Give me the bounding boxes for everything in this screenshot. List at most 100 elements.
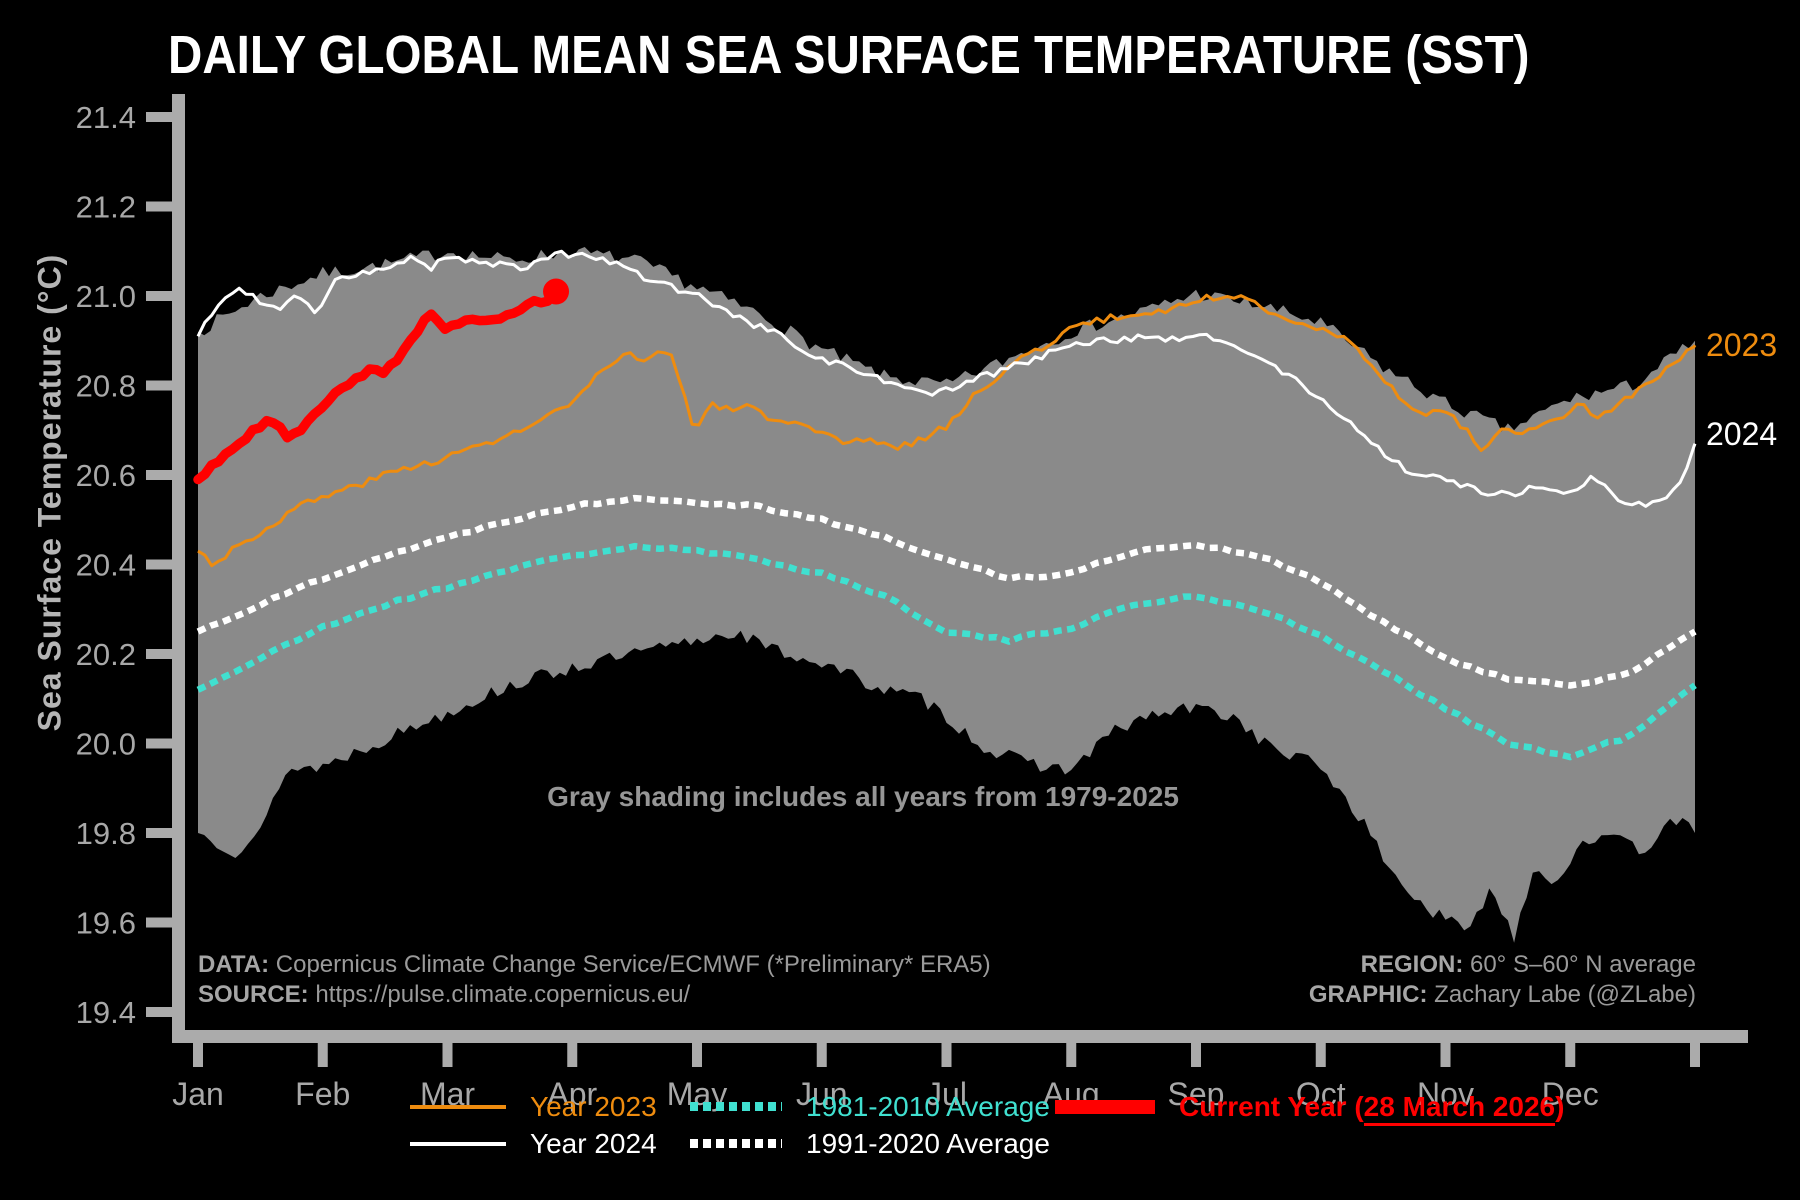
- y-tick: [146, 470, 173, 480]
- y-tick-label: 21.0: [76, 279, 136, 314]
- x-tick: [442, 1043, 453, 1067]
- month-label: Jun: [796, 1076, 848, 1112]
- y-tick: [146, 1007, 173, 1017]
- legend-label-current-year: Current Year (28 March 2026): [1179, 1090, 1565, 1126]
- y-tick-label: 19.6: [76, 906, 136, 941]
- data-label: DATA:: [198, 951, 270, 978]
- source-value: https://pulse.climate.copernicus.eu/: [315, 981, 691, 1008]
- y-tick-label: 19.8: [76, 816, 136, 851]
- legend-swatch-1981-2010: [690, 1102, 782, 1111]
- month-labels: Jan Feb Mar Apr May Jun Jul Aug Sep Oct Nov Dec: [172, 1076, 1599, 1112]
- legend-item-1991-2020: 1991-2020 Average: [690, 1125, 1050, 1162]
- legend-label-1991-2020: 1991-2020 Average: [806, 1127, 1050, 1159]
- month-label: Apr: [547, 1076, 597, 1112]
- month-label: Jan: [172, 1076, 224, 1112]
- source-label: SOURCE:: [198, 981, 309, 1008]
- y-tick: [146, 559, 173, 570]
- credits-region-graphic: REGION: 60° S–60° N average GRAPHIC: Zac…: [1000, 950, 1696, 1010]
- credit-region-line: REGION: 60° S–60° N average: [1000, 950, 1696, 980]
- y-tick: [146, 201, 173, 212]
- y-tick-label: 20.2: [76, 637, 136, 672]
- legend-item-current-year: Current Year (28 March 2026): [1055, 1088, 1565, 1126]
- y-tick-label: 20.0: [76, 727, 136, 762]
- month-label: Sep: [1168, 1076, 1225, 1112]
- graphic-label: GRAPHIC:: [1308, 981, 1428, 1008]
- x-axis: [172, 1030, 1748, 1067]
- x-tick: [1565, 1043, 1576, 1067]
- y-tick-labels: 21.4 21.2 21.0 20.8 20.6 20.4 20.2 20.0 19.8 19.6…: [76, 100, 136, 1030]
- edge-label-2023: 2023: [1706, 327, 1777, 363]
- legend-label-2023: Year 2023: [530, 1090, 657, 1122]
- line-1991-2020-avg: [196, 494, 1697, 689]
- x-tick: [193, 1043, 203, 1067]
- avg-1981-2010-path: [196, 542, 1697, 761]
- page-title: DAILY GLOBAL MEAN SEA SURFACE TEMPERATUR…: [168, 25, 1530, 85]
- month-label: Oct: [1296, 1076, 1346, 1112]
- y-tick-label: 19.4: [76, 995, 136, 1030]
- line-2023: [197, 293, 1697, 568]
- y-tick: [146, 112, 173, 122]
- legend-swatch-2024: [410, 1141, 506, 1146]
- y-tick: [146, 828, 173, 838]
- credits-data-source: DATA: Copernicus Climate Change Service/…: [198, 950, 991, 1010]
- current-year-end-dot: [543, 278, 570, 305]
- edge-label-2024: 2024: [1706, 416, 1777, 452]
- legend-label-2024: Year 2024: [530, 1127, 657, 1159]
- current-year-prefix: Current Year (: [1179, 1090, 1364, 1122]
- data-value: Copernicus Climate Change Service/ECMWF …: [275, 951, 991, 978]
- line-current-year: [193, 286, 561, 485]
- x-tick: [1315, 1043, 1326, 1067]
- x-tick: [567, 1043, 578, 1067]
- legend-averages: 1981-2010 Average 1991-2020 Average: [690, 1088, 1050, 1162]
- legend-item-2023: Year 2023: [410, 1088, 657, 1125]
- x-tick: [1690, 1043, 1700, 1067]
- y-tick-label: 21.2: [76, 190, 136, 225]
- x-tick: [941, 1043, 952, 1067]
- avg-1991-2020-path: [196, 494, 1697, 689]
- y-tick: [146, 917, 173, 928]
- legend-item-1981-2010: 1981-2010 Average: [690, 1088, 1050, 1125]
- current-point-dot: [543, 278, 570, 305]
- y-tick-label: 20.6: [76, 458, 136, 493]
- legend-swatch-1991-2020: [690, 1139, 782, 1148]
- y-axis: [146, 94, 185, 1034]
- y-axis-spine: [172, 94, 185, 1034]
- region-value: 60° S–60° N average: [1469, 951, 1696, 978]
- y-tick-label: 20.8: [76, 369, 136, 404]
- credit-source-line: SOURCE: https://pulse.climate.copernicus…: [198, 980, 991, 1010]
- month-label: Dec: [1542, 1076, 1599, 1112]
- y-axis-label: Sea Surface Temperature (°C): [31, 253, 68, 732]
- current-year-date: 28 March 2026: [1363, 1090, 1556, 1126]
- x-tick: [816, 1043, 827, 1067]
- x-tick: [1191, 1043, 1201, 1067]
- legend-current-year: Current Year (28 March 2026): [1055, 1088, 1565, 1126]
- region-label: REGION:: [1360, 951, 1464, 978]
- month-label: Nov: [1417, 1076, 1474, 1112]
- legend-years: Year 2023 Year 2024: [410, 1088, 657, 1162]
- year-2023-path: [197, 293, 1697, 568]
- current-year-suffix: ): [1555, 1090, 1565, 1122]
- y-tick: [146, 380, 173, 391]
- x-tick: [692, 1043, 702, 1067]
- band-annotation: Gray shading includes all years from 197…: [547, 781, 1179, 812]
- legend-item-2024: Year 2024: [410, 1125, 657, 1162]
- x-axis-line: [172, 1030, 1748, 1043]
- credit-data-line: DATA: Copernicus Climate Change Service/…: [198, 950, 991, 980]
- legend-label-1981-2010: 1981-2010 Average: [806, 1090, 1050, 1122]
- y-tick: [146, 291, 173, 301]
- graphic-value: Zachary Labe (@ZLabe): [1434, 981, 1696, 1008]
- month-label: Feb: [295, 1076, 350, 1112]
- y-tick: [146, 649, 173, 659]
- line-1981-2010-avg: [196, 542, 1697, 761]
- current-year-path: [193, 286, 561, 485]
- gray-band: [198, 247, 1695, 943]
- y-tick-label: 20.4: [76, 548, 136, 583]
- gray-band-path: [198, 247, 1695, 943]
- legend-swatch-2023: [410, 1104, 506, 1109]
- y-tick: [146, 738, 173, 749]
- line-2024: [196, 249, 1697, 508]
- month-label: Jul: [926, 1076, 967, 1112]
- x-tick: [1440, 1043, 1451, 1067]
